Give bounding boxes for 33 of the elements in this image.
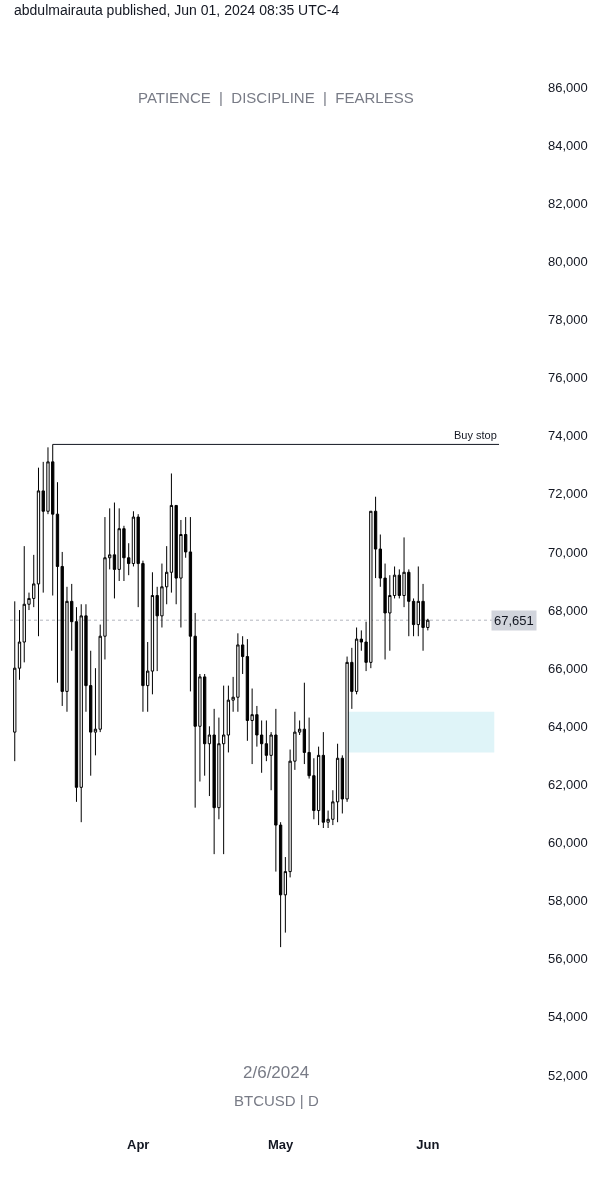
y-tick-label: 54,000 (548, 1009, 588, 1025)
ref-line-label: 67,651 (494, 613, 534, 628)
candlestick (316, 746, 321, 826)
y-tick-label: 84,000 (548, 137, 588, 153)
y-tick-label: 58,000 (548, 893, 588, 909)
y-tick-label: 76,000 (548, 370, 588, 386)
y-tick-label: 70,000 (548, 544, 588, 560)
annotation: 2/6/2024 (243, 1063, 310, 1082)
x-tick-label: May (267, 1137, 295, 1152)
y-tick-label: 80,000 (548, 253, 588, 269)
x-tick-label: Apr (126, 1137, 150, 1152)
y-tick-label: 64,000 (548, 718, 588, 734)
y-tick-label: 82,000 (548, 195, 588, 211)
candlestick (112, 502, 117, 599)
y-tick-label: 68,000 (548, 602, 588, 618)
y-tick-label: 66,000 (548, 660, 588, 676)
text: BTCUSD | D (234, 1092, 319, 1109)
y-tick-label: 60,000 (548, 835, 588, 851)
text: abdulmairauta published, Jun 01, 2024 08:35 UTC-4 (14, 2, 340, 18)
y-tick-label: 72,000 (548, 486, 588, 502)
y-tick-label: 62,000 (548, 776, 588, 792)
candlestick (221, 685, 226, 855)
y-tick-label: 52,000 (548, 1067, 588, 1083)
y-tick-label: 86,000 (548, 79, 588, 95)
y-tick-label: 78,000 (548, 312, 588, 328)
candlestick (13, 600, 17, 762)
chart-subtitle: PATIENCE | DISCIPLINE | FEARLESS (138, 89, 414, 106)
series-label: Buy stop (454, 429, 497, 441)
x-tick-label: Jun (416, 1137, 440, 1152)
y-tick-label: 56,000 (548, 951, 588, 967)
y-tick-label: 74,000 (548, 428, 588, 444)
candlestick (321, 731, 326, 829)
candlestick (335, 743, 340, 823)
